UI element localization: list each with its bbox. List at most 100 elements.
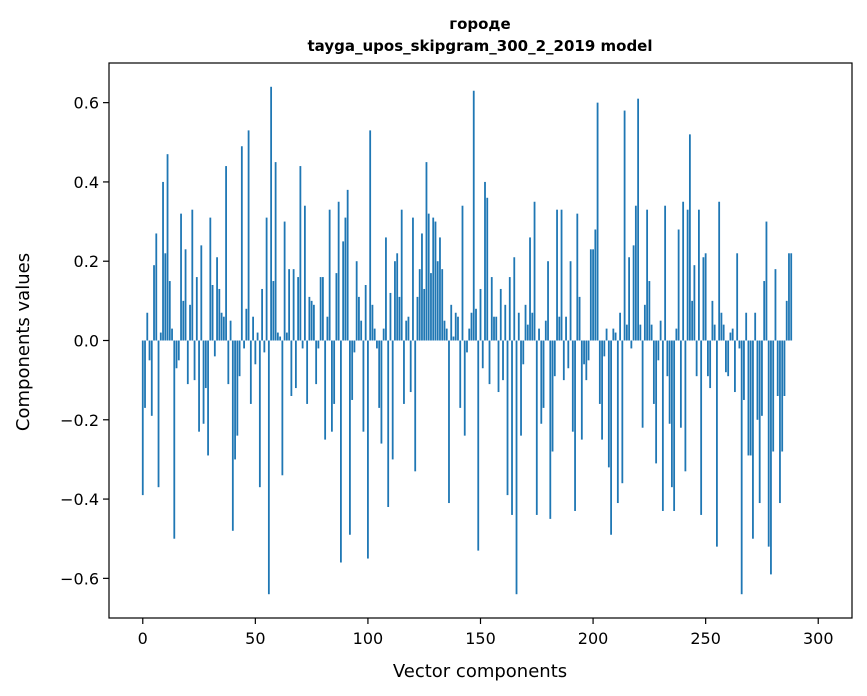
bar-210 [614, 332, 617, 341]
bar-9 [162, 181, 164, 341]
bar-231 [661, 340, 664, 511]
chart-title-line2: tayga_upos_skipgram_300_2_2019 model [308, 37, 653, 55]
bar-252 [709, 340, 712, 389]
bar-50 [254, 340, 257, 365]
bar-36 [222, 316, 225, 341]
bar-118 [407, 316, 410, 341]
bar-112 [394, 261, 396, 341]
bar-205 [603, 340, 606, 357]
bar-60 [276, 332, 279, 341]
bar-88 [340, 340, 342, 563]
bar-258 [722, 324, 725, 341]
bar-201 [594, 229, 597, 341]
bar-24 [195, 277, 198, 341]
bar-207 [607, 340, 610, 468]
bar-143 [463, 340, 466, 436]
bar-189 [567, 340, 570, 369]
bar-146 [470, 312, 473, 341]
bar-226 [650, 324, 653, 341]
bar-247 [698, 209, 700, 341]
bar-57 [270, 86, 273, 341]
bar-284 [781, 340, 784, 452]
bar-56 [267, 340, 270, 595]
bar-76 [312, 304, 315, 341]
bar-103 [373, 328, 376, 341]
bar-255 [716, 340, 718, 547]
bar-58 [272, 281, 275, 341]
bar-51 [256, 332, 259, 341]
bar-187 [562, 340, 565, 381]
bar-139 [454, 312, 457, 341]
bar-128 [430, 273, 432, 341]
bar-278 [767, 340, 770, 547]
bar-165 [513, 257, 516, 341]
bar-202 [596, 102, 599, 341]
bar-221 [639, 324, 642, 341]
bar-7 [157, 340, 160, 488]
bar-155 [490, 277, 493, 341]
x-tick-label: 300 [803, 629, 834, 648]
bar-236 [673, 340, 676, 511]
bar-106 [380, 340, 383, 444]
bar-116 [403, 340, 405, 404]
x-tick-label: 0 [138, 629, 148, 648]
bar-121 [414, 340, 417, 472]
bar-12 [168, 281, 171, 341]
bar-180 [547, 261, 549, 341]
bar-125 [423, 288, 426, 341]
x-tick-label: 100 [353, 629, 384, 648]
bar-147 [472, 90, 475, 341]
bar-16 [177, 340, 180, 361]
bar-62 [281, 340, 284, 476]
bar-271 [752, 340, 754, 539]
bar-274 [758, 340, 761, 504]
bar-248 [700, 340, 703, 515]
bar-273 [756, 340, 759, 420]
bar-71 [301, 340, 304, 349]
bar-245 [693, 265, 696, 341]
bar-279 [770, 340, 772, 575]
bar-194 [578, 296, 581, 341]
bar-156 [493, 316, 495, 341]
bar-178 [542, 340, 545, 408]
bar-135 [445, 328, 448, 341]
bar-191 [571, 340, 574, 432]
bar-70 [299, 166, 302, 341]
bar-264 [736, 253, 739, 341]
bar-199 [589, 249, 592, 341]
bar-140 [457, 316, 459, 341]
bar-25 [198, 340, 200, 432]
bar-243 [688, 134, 691, 341]
y-tick-label: −0.4 [60, 490, 99, 509]
bar-53 [261, 288, 263, 341]
bar-175 [535, 340, 538, 515]
bar-43 [238, 340, 241, 377]
bar-171 [526, 324, 529, 341]
bar-158 [497, 340, 500, 393]
bar-239 [679, 340, 682, 428]
bar-54 [263, 340, 266, 353]
bar-244 [691, 300, 694, 341]
bar-179 [544, 320, 547, 341]
bar-137 [450, 304, 453, 341]
bar-276 [763, 281, 766, 341]
bar-109 [387, 340, 390, 507]
bar-126 [425, 162, 428, 341]
bar-228 [655, 340, 658, 464]
bar-49 [252, 316, 254, 341]
bar-78 [317, 340, 320, 349]
bar-229 [657, 340, 660, 361]
bar-230 [659, 320, 662, 341]
bar-222 [641, 340, 644, 428]
bar-242 [686, 209, 689, 341]
bar-100 [367, 340, 369, 559]
bar-217 [630, 340, 633, 349]
bar-31 [211, 285, 214, 341]
bar-209 [612, 328, 615, 341]
bar-75 [310, 300, 313, 341]
bar-183 [553, 340, 556, 377]
bar-8 [159, 332, 162, 341]
bar-233 [666, 340, 669, 377]
bar-223 [643, 304, 646, 341]
